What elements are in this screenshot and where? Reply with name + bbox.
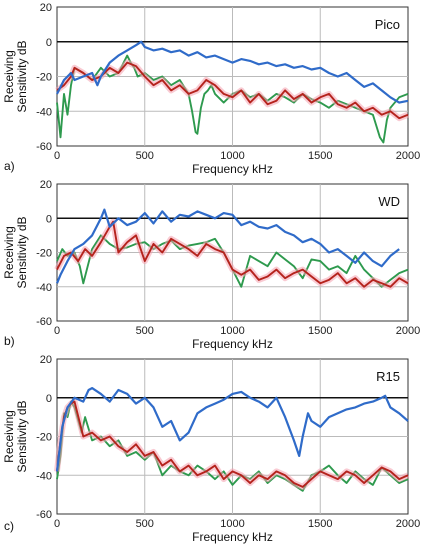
- y-axis-label-line1: Receiving: [2, 50, 16, 103]
- y-axis-label-line2: Sensitivity dB: [15, 216, 29, 288]
- x-tick-label: 1000: [220, 150, 244, 162]
- x-tick-label: 0: [54, 325, 60, 337]
- x-tick-label: 500: [136, 518, 154, 530]
- x-tick-label: 1500: [308, 518, 332, 530]
- y-tick-label: -40: [36, 282, 52, 294]
- green-series-line: [56, 400, 409, 492]
- x-tick-label: 1000: [220, 325, 244, 337]
- y-axis-label-line1: Receiving: [2, 226, 16, 279]
- blue-series-line: [55, 387, 409, 472]
- x-tick-label: 1500: [308, 325, 332, 337]
- y-tick-label: 0: [46, 213, 52, 225]
- red-series-line: [56, 400, 409, 488]
- chart-panel-pico: 0 500 1000 1500 2000 20 0 -20 -40 -60 Pico a) Freque…: [2, 2, 420, 176]
- blue-series-line: [55, 208, 400, 284]
- red-series-line: [56, 61, 409, 120]
- y-tick-label: -20: [36, 248, 52, 260]
- y-tick-label: -20: [36, 432, 52, 444]
- x-tick-label: 2000: [396, 150, 420, 162]
- x-tick-label: 2000: [396, 325, 420, 337]
- x-tick-label: 1500: [308, 150, 332, 162]
- chart-panel-r15: 0 500 1000 1500 2000 20 0 -20 -40 -60 R15 c) Frequen…: [2, 354, 420, 544]
- x-axis-label: Frequency kHz: [192, 337, 273, 351]
- chart-title: R15: [376, 369, 400, 384]
- y-tick-label: -60: [36, 316, 52, 328]
- y-axis-label-line2: Sensitivity dB: [15, 400, 29, 472]
- y-tick-label: 20: [40, 179, 52, 191]
- x-tick-label: 500: [136, 150, 154, 162]
- panel-label: a): [4, 159, 15, 173]
- chart-title: WD: [378, 194, 400, 209]
- x-tick-label: 500: [136, 325, 154, 337]
- y-axis-label-line2: Sensitivity dB: [15, 40, 29, 112]
- x-axis-label: Frequency kHz: [192, 530, 273, 544]
- y-tick-label: -60: [36, 509, 52, 521]
- panel-label: c): [4, 519, 14, 533]
- x-tick-label: 1000: [220, 518, 244, 530]
- y-tick-label: -40: [36, 470, 52, 482]
- chart-panel-wd: 0 500 1000 1500 2000 20 0 -20 -40 -60 WD b) Frequenc…: [2, 179, 420, 351]
- y-tick-label: 0: [46, 37, 52, 49]
- panel-label: b): [4, 334, 15, 348]
- x-axis-label: Frequency kHz: [192, 162, 273, 176]
- x-tick-label: 0: [54, 150, 60, 162]
- y-tick-label: 0: [46, 393, 52, 405]
- y-axis-label-line1: Receiving: [2, 410, 16, 463]
- y-tick-label: 20: [40, 354, 52, 366]
- y-tick-label: 20: [40, 2, 52, 14]
- blue-series-line: [56, 40, 409, 104]
- chart-title: Pico: [375, 17, 400, 32]
- y-tick-label: -60: [36, 141, 52, 153]
- x-tick-label: 2000: [396, 518, 420, 530]
- x-tick-label: 0: [54, 518, 60, 530]
- y-tick-label: -20: [36, 72, 52, 84]
- y-tick-label: -40: [36, 106, 52, 118]
